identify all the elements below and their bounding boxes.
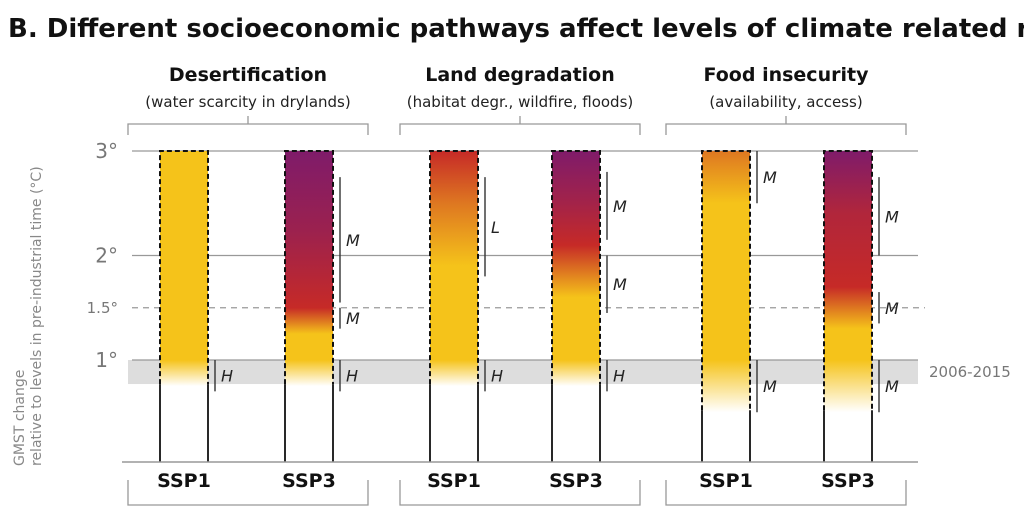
confidence-label: M (613, 197, 627, 216)
column-groups: Desertification (water scarcity in drylan… (127, 64, 907, 506)
group-subtitle: (availability, access) (709, 93, 862, 111)
confidence-label: H (613, 367, 625, 386)
confidence-label: M (885, 207, 899, 226)
group-top-bracket (127, 116, 369, 135)
y-axis-label-line1: GMST change (12, 370, 28, 466)
ssp-label: SSP1 (427, 470, 481, 492)
group-desertification: Desertification (water scarcity in drylan… (127, 64, 369, 506)
y-tick-label: 3° (95, 139, 118, 163)
group-food-insecurity: Food insecurity (availability, access) M M S… (665, 64, 907, 506)
risk-column-ssp1: H SSP1 (157, 150, 233, 492)
y-tick-label: 2° (95, 244, 118, 268)
ssp-label: SSP3 (282, 470, 336, 492)
ssp-label: SSP1 (157, 470, 211, 492)
group-title: Desertification (169, 64, 327, 86)
risk-column-fill (285, 151, 333, 462)
confidence-label: M (763, 168, 777, 187)
confidence-label: M (613, 275, 627, 294)
group-bottom-bracket (665, 480, 907, 506)
confidence-label: H (346, 367, 358, 386)
y-axis-label: GMST change relative to levels in pre-in… (12, 166, 45, 466)
group-title: Land degradation (425, 64, 615, 86)
risk-column-ssp1: H L SSP1 (427, 150, 503, 492)
confidence-label: M (885, 299, 899, 318)
ssp-label: SSP3 (549, 470, 603, 492)
confidence-label: M (346, 231, 360, 250)
risk-column-dashed-outline (159, 150, 209, 385)
reference-period-label: 2006-2015 (929, 363, 1011, 381)
gridlines (132, 150, 925, 361)
risk-column-fill (824, 151, 872, 462)
risk-column-fill (552, 151, 600, 462)
y-tick-label: 1.5° (87, 299, 118, 317)
y-axis-label-line2: relative to levels in pre-industrial tim… (29, 166, 45, 466)
group-top-bracket (665, 116, 907, 135)
confidence-label: M (346, 309, 360, 328)
risk-column-dashed-outline (429, 150, 479, 385)
risk-column-fill (430, 151, 478, 462)
confidence-label: M (763, 377, 777, 396)
confidence-label: H (491, 367, 503, 386)
risk-column-ssp3: H M M SSP3 (549, 150, 627, 492)
confidence-label: L (491, 218, 500, 237)
ssp-label: SSP1 (699, 470, 753, 492)
group-title: Food insecurity (704, 64, 870, 86)
group-bottom-bracket (127, 480, 369, 506)
ssp-label: SSP3 (821, 470, 875, 492)
chart-title: B. Different socioeconomic pathways affe… (8, 14, 1024, 44)
risk-column-dashed-outline (284, 150, 334, 385)
confidence-label: M (885, 377, 899, 396)
group-top-bracket (399, 116, 641, 135)
reference-period-band (128, 360, 918, 385)
group-land-degradation: Land degradation (habitat degr., wildfire… (399, 64, 641, 506)
group-subtitle: (water scarcity in drylands) (145, 93, 350, 111)
risk-column-ssp1: M M SSP1 (699, 150, 777, 492)
risk-column-dashed-outline (701, 150, 751, 411)
risk-column-ssp3: H M M SSP3 (282, 150, 360, 492)
y-tick-label: 1° (95, 348, 118, 372)
group-bottom-bracket (399, 480, 641, 506)
y-ticks: 3° 2° 1.5° 1° (87, 139, 118, 372)
risk-column-fill (702, 151, 750, 462)
risk-column-fill (160, 151, 208, 462)
risk-column-dashed-outline (551, 150, 601, 385)
group-subtitle: (habitat degr., wildfire, floods) (407, 93, 634, 111)
risk-column-ssp3: M M M SSP3 (821, 150, 899, 492)
risk-column-dashed-outline (823, 150, 873, 411)
confidence-label: H (221, 367, 233, 386)
